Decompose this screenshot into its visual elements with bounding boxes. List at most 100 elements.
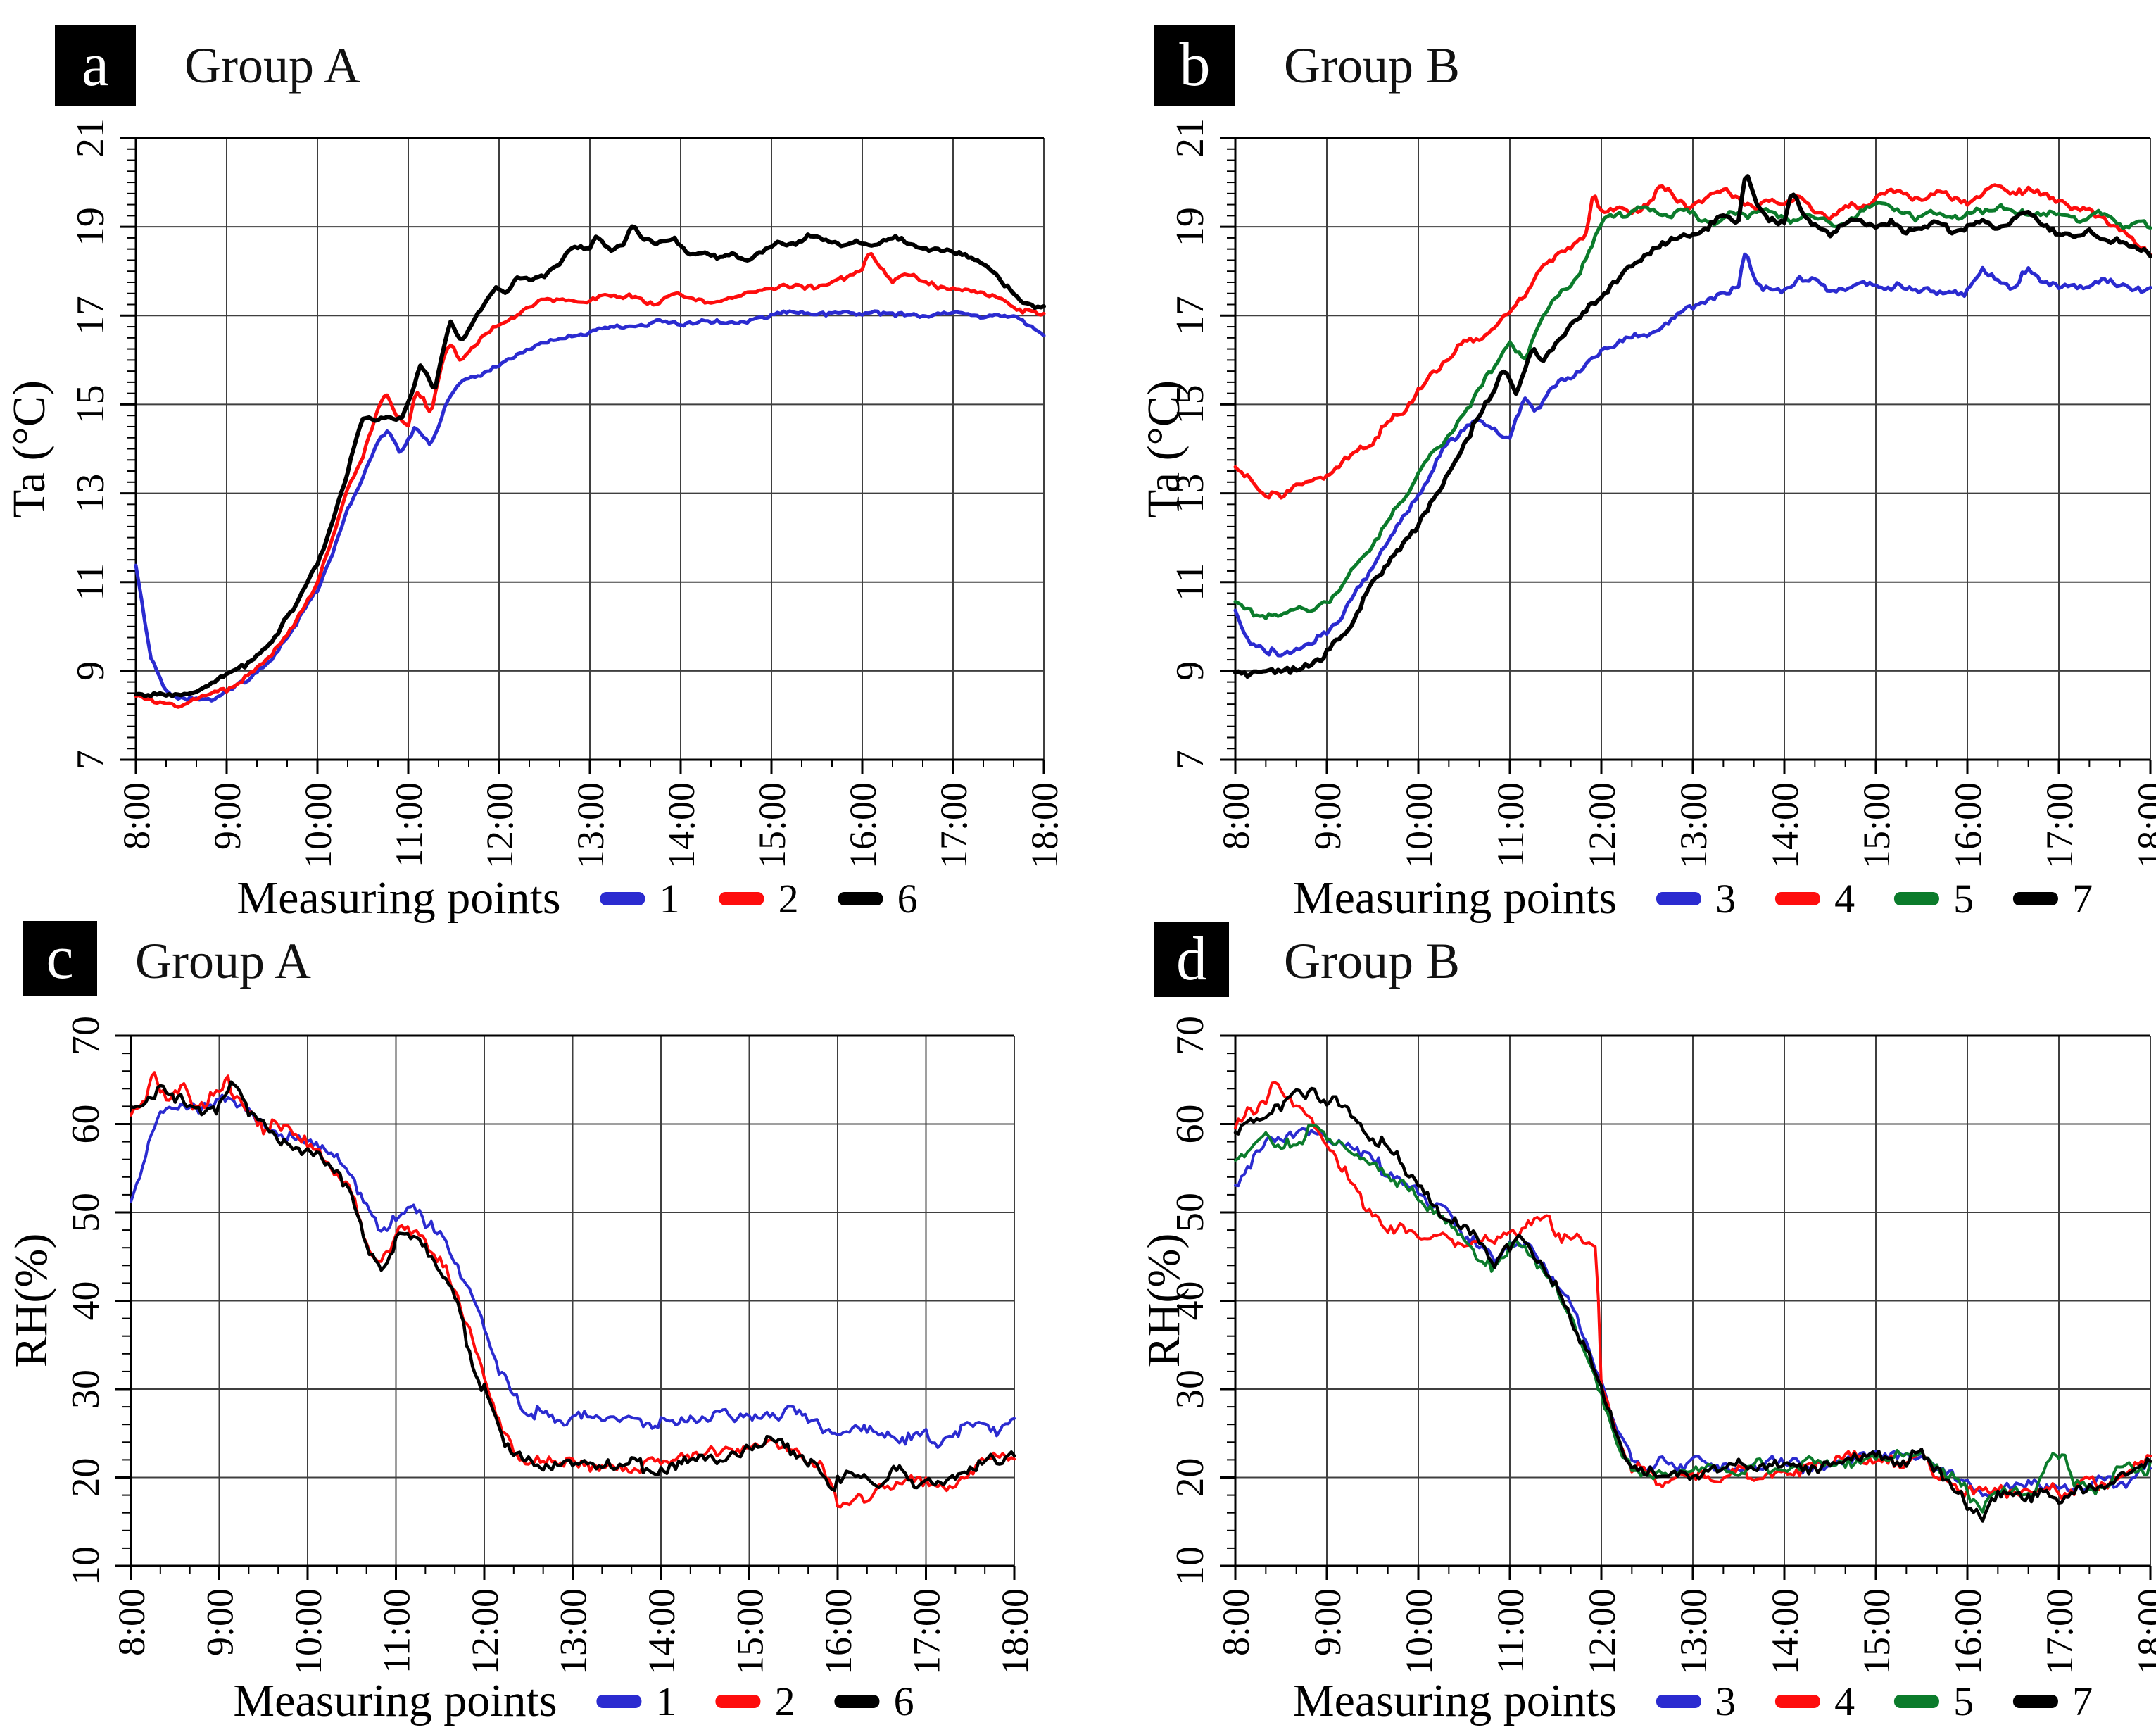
- x-tick-label: 11:00: [376, 1588, 418, 1674]
- y-tick-label: 40: [1168, 1281, 1212, 1321]
- legend-series-name: 7: [2072, 1678, 2093, 1724]
- legend-item-3: 3: [1656, 1678, 1736, 1725]
- panel-d-plot: 10 20 30 40 50 60 70 8:00 9:00 10:00 11:00 12:00 13:…: [1168, 1016, 2156, 1675]
- legend-item-4: 4: [1775, 875, 1855, 922]
- legend-series-name: 2: [774, 1678, 795, 1724]
- panel-b-series-5-line: [1233, 201, 2152, 620]
- legend-swatch-4: [1775, 1694, 1821, 1708]
- x-tick-label: 15:00: [751, 782, 793, 869]
- panel-c-x-tick-labels: 8:00 9:00 10:00 11:00 12:00 13:00 14:00 15:00 16…: [111, 1588, 1036, 1675]
- legend-item-7: 7: [2013, 875, 2093, 922]
- panel-a-letter-badge: a: [55, 25, 136, 106]
- y-tick-label: 30: [1168, 1369, 1212, 1409]
- y-tick-label: 20: [64, 1458, 108, 1498]
- panel-b-x-tick-labels: 8:00 9:00 10:00 11:00 12:00 13:00 14:00 15:00 16…: [1215, 782, 2156, 869]
- panel-a-title: Group A: [184, 37, 360, 94]
- legend-swatch-7: [2013, 891, 2059, 905]
- y-tick-label: 9: [69, 661, 113, 681]
- x-tick-label: 8:00: [1215, 1588, 1257, 1656]
- legend-series-name: 1: [659, 875, 680, 922]
- y-tick-label: 7: [1168, 750, 1212, 770]
- x-tick-label: 16:00: [817, 1588, 859, 1675]
- legend-item-5: 5: [1894, 875, 1974, 922]
- legend-swatch-3: [1656, 891, 1702, 905]
- panel-c-plot: 10 20 30 40 50 60 70 8:00 9:00 10:00 11:00 12:00 13:…: [64, 1016, 1036, 1675]
- panel-c-grid: [115, 1034, 1016, 1580]
- panel-a-series-1-line: [134, 309, 1046, 703]
- x-tick-label: 10:00: [1398, 1588, 1440, 1675]
- y-tick-label: 15: [1168, 384, 1212, 424]
- panel-c-letter: c: [46, 924, 74, 992]
- x-tick-label: 9:00: [1306, 782, 1349, 850]
- x-tick-label: 10:00: [297, 782, 339, 869]
- y-tick-label: 17: [1168, 296, 1212, 335]
- panel-a-grid: [120, 137, 1045, 774]
- x-tick-label: 8:00: [1215, 782, 1257, 850]
- panel-a-series-6-line: [134, 224, 1046, 698]
- legend-swatch-2: [715, 1694, 761, 1708]
- panel-b-letter: b: [1179, 30, 1211, 99]
- x-tick-label: 14:00: [641, 1588, 683, 1675]
- legend-item-2: 2: [719, 875, 799, 922]
- y-tick-label: 50: [64, 1193, 108, 1232]
- panel-c-series-2-line: [130, 1071, 1016, 1509]
- panel-d-letter-badge: d: [1154, 922, 1229, 997]
- x-tick-label: 16:00: [842, 782, 884, 869]
- legend-series-name: 7: [2072, 875, 2093, 922]
- legend-series-name: 1: [655, 1678, 676, 1724]
- panel-a-y-tick-labels: 7 9 11 13 15 17 19 21: [69, 118, 113, 770]
- panel-d-series-7-line: [1233, 1086, 2152, 1523]
- panel-a-series-2-line: [134, 251, 1046, 709]
- y-tick-label: 13: [69, 474, 113, 513]
- x-tick-label: 11:00: [1489, 1588, 1532, 1674]
- legend-item-6: 6: [834, 1678, 914, 1725]
- x-tick-label: 17:00: [933, 782, 975, 869]
- panel-a-legend: Measuring points 1 2 6: [237, 872, 917, 925]
- y-tick-label: 40: [64, 1281, 108, 1321]
- legend-series-name: 2: [778, 875, 799, 922]
- legend-series-name: 5: [1953, 875, 1974, 922]
- panel-d-x-tick-labels: 8:00 9:00 10:00 11:00 12:00 13:00 14:00 15:00 16…: [1215, 1588, 2156, 1675]
- x-tick-label: 17:00: [906, 1588, 948, 1675]
- x-tick-label: 14:00: [1764, 1588, 1806, 1675]
- legend-swatch-4: [1775, 891, 1821, 905]
- y-tick-label: 17: [69, 296, 113, 335]
- legend-swatch-7: [2013, 1694, 2059, 1708]
- legend-swatch-6: [834, 1694, 880, 1708]
- y-tick-label: 19: [69, 207, 113, 246]
- y-tick-label: 11: [69, 563, 113, 601]
- panel-c-series-1-line: [130, 1093, 1016, 1449]
- y-tick-label: 60: [64, 1105, 108, 1144]
- x-tick-label: 12:00: [479, 782, 521, 869]
- panel-c-y-tick-labels: 10 20 30 40 50 60 70: [64, 1016, 108, 1586]
- legend-series-name: 6: [897, 875, 918, 922]
- x-tick-label: 8:00: [111, 1588, 153, 1656]
- legend-item-6: 6: [838, 875, 918, 922]
- panel-c-title: Group A: [135, 933, 311, 989]
- legend-item-3: 3: [1656, 875, 1736, 922]
- x-tick-label: 15:00: [729, 1588, 771, 1675]
- x-tick-label: 15:00: [1855, 782, 1898, 869]
- y-tick-label: 19: [1168, 207, 1212, 246]
- panel-b: 7 9 11 13 15 17 19 21 8:00 9:00 10:00 11:00 12:00 13:…: [1078, 0, 2156, 924]
- y-tick-label: 21: [1168, 118, 1212, 158]
- panel-c-legend-label: Measuring points: [233, 1675, 557, 1726]
- legend-swatch-5: [1894, 891, 1940, 905]
- x-tick-label: 11:00: [388, 782, 430, 867]
- y-tick-label: 10: [1168, 1546, 1212, 1586]
- legend-item-4: 4: [1775, 1678, 1855, 1725]
- panel-c-y-axis-title: RH(%): [6, 1233, 57, 1368]
- panel-b-series-4-line: [1233, 183, 2152, 500]
- legend-series-name: 4: [1834, 875, 1855, 922]
- panel-d-title: Group B: [1284, 933, 1460, 989]
- legend-item-1: 1: [596, 1678, 676, 1725]
- x-tick-label: 13:00: [553, 1588, 595, 1675]
- x-tick-label: 12:00: [464, 1588, 506, 1675]
- x-tick-label: 18:00: [2130, 782, 2156, 869]
- x-tick-label: 12:00: [1581, 1588, 1623, 1675]
- y-tick-label: 20: [1168, 1458, 1212, 1498]
- legend-item-2: 2: [715, 1678, 795, 1725]
- panel-a-letter: a: [81, 30, 110, 99]
- y-tick-label: 30: [64, 1369, 108, 1409]
